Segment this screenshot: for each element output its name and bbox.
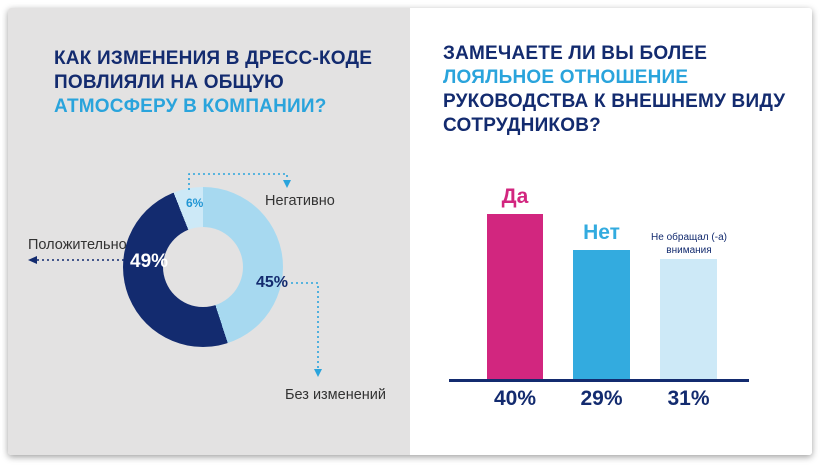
bar-value-no-attention: 31% bbox=[667, 387, 710, 410]
donut-value-no-change: 45% bbox=[256, 274, 289, 291]
bar-no-attention bbox=[660, 259, 717, 380]
bar-label-no-attention: Не обращал (-а) внимания bbox=[651, 232, 727, 256]
left-title-line3: АТМОСФЕРУ В КОМПАНИИ? bbox=[54, 96, 327, 117]
right-title-line3: РУКОВОДСТВА К ВНЕШНЕМУ ВИДУ bbox=[443, 91, 786, 112]
donut-label-no-change: Без изменений bbox=[285, 387, 386, 403]
donut-chart bbox=[123, 187, 283, 347]
right-chart-title: ЗАМЕЧАЕТЕ ЛИ ВЫ БОЛЕЕ ЛОЯЛЬНОЕ ОТНОШЕНИЕ… bbox=[443, 42, 785, 138]
bar-yes bbox=[487, 214, 543, 380]
donut-label-positive: Положительно bbox=[28, 237, 127, 253]
donut-hole bbox=[163, 227, 243, 307]
bar-label-no: Нет bbox=[583, 221, 620, 244]
left-title-line2: ПОВЛИЯЛИ НА ОБЩУЮ bbox=[54, 72, 284, 93]
right-title-line1: ЗАМЕЧАЕТЕ ЛИ ВЫ БОЛЕЕ bbox=[443, 43, 708, 64]
bar-no bbox=[573, 250, 630, 380]
donut-label-negative: Негативно bbox=[265, 193, 335, 209]
right-title-line4: СОТРУДНИКОВ? bbox=[443, 115, 601, 136]
left-title-line1: КАК ИЗМЕНЕНИЯ В ДРЕСС-КОДЕ bbox=[54, 48, 373, 69]
donut-value-positive: 49% bbox=[130, 251, 169, 272]
negative-dashed-arrow-icon bbox=[188, 173, 291, 190]
donut-value-negative: 6% bbox=[186, 196, 204, 210]
bar-label-yes: Да bbox=[501, 185, 529, 208]
bar-chart-baseline bbox=[449, 379, 749, 382]
right-title-line2: ЛОЯЛЬНОЕ ОТНОШЕНИЕ bbox=[443, 67, 689, 88]
positive-dashed-arrow-icon bbox=[28, 256, 124, 264]
bar-value-no: 29% bbox=[580, 387, 623, 410]
left-chart-title: КАК ИЗМЕНЕНИЯ В ДРЕСС-КОДЕ ПОВЛИЯЛИ НА О… bbox=[54, 47, 372, 119]
no-change-dashed-arrow-icon bbox=[291, 282, 322, 377]
bar-value-yes: 40% bbox=[493, 387, 537, 410]
